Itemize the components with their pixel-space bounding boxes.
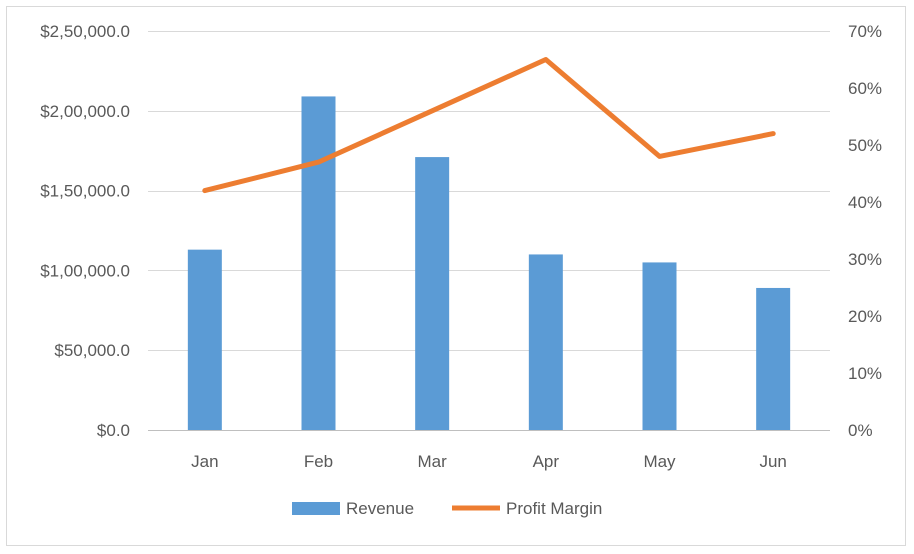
x-axis-ticks: Jan Feb Mar Apr May Jun bbox=[191, 452, 787, 471]
right-tick-label: 10% bbox=[848, 364, 882, 383]
legend-label-revenue: Revenue bbox=[346, 499, 414, 518]
right-tick-label: 60% bbox=[848, 79, 882, 98]
revenue-bar bbox=[756, 287, 791, 430]
x-tick-label: Mar bbox=[418, 452, 448, 471]
gridlines bbox=[148, 31, 830, 431]
x-tick-label: Apr bbox=[533, 452, 560, 471]
chart-frame bbox=[6, 6, 906, 546]
right-tick-label: 0% bbox=[848, 421, 873, 440]
profit-margin-line bbox=[202, 57, 776, 194]
revenue-bar bbox=[642, 262, 677, 430]
x-tick-label: May bbox=[643, 452, 676, 471]
revenue-bar bbox=[528, 254, 563, 430]
left-tick-label: $2,00,000.0 bbox=[40, 102, 130, 121]
left-tick-label: $1,50,000.0 bbox=[40, 182, 130, 201]
revenue-bar bbox=[415, 157, 450, 431]
right-tick-label: 30% bbox=[848, 250, 882, 269]
legend-swatch-revenue bbox=[292, 502, 340, 515]
left-tick-label: $2,50,000.0 bbox=[40, 22, 130, 41]
x-tick-label: Jun bbox=[759, 452, 786, 471]
right-tick-label: 40% bbox=[848, 193, 882, 212]
profit-margin-line-group bbox=[202, 57, 776, 194]
x-tick-label: Jan bbox=[191, 452, 218, 471]
left-tick-label: $50,000.0 bbox=[54, 341, 130, 360]
left-tick-label: $0.0 bbox=[97, 421, 130, 440]
revenue-bar bbox=[301, 96, 336, 430]
legend-label-profit-margin: Profit Margin bbox=[506, 499, 602, 518]
x-tick-label: Feb bbox=[304, 452, 333, 471]
left-axis-ticks: $0.0 $50,000.0 $1,00,000.0 $1,50,000.0 $2,00… bbox=[40, 22, 130, 440]
right-tick-label: 20% bbox=[848, 307, 882, 326]
revenue-bar bbox=[187, 249, 222, 430]
legend: Revenue Profit Margin bbox=[292, 499, 602, 518]
revenue-bars bbox=[187, 96, 791, 431]
right-tick-label: 70% bbox=[848, 22, 882, 41]
right-axis-ticks: 0% 10% 20% 30% 40% 50% 60% 70% bbox=[848, 22, 882, 440]
right-tick-label: 50% bbox=[848, 136, 882, 155]
left-tick-label: $1,00,000.0 bbox=[40, 261, 130, 280]
